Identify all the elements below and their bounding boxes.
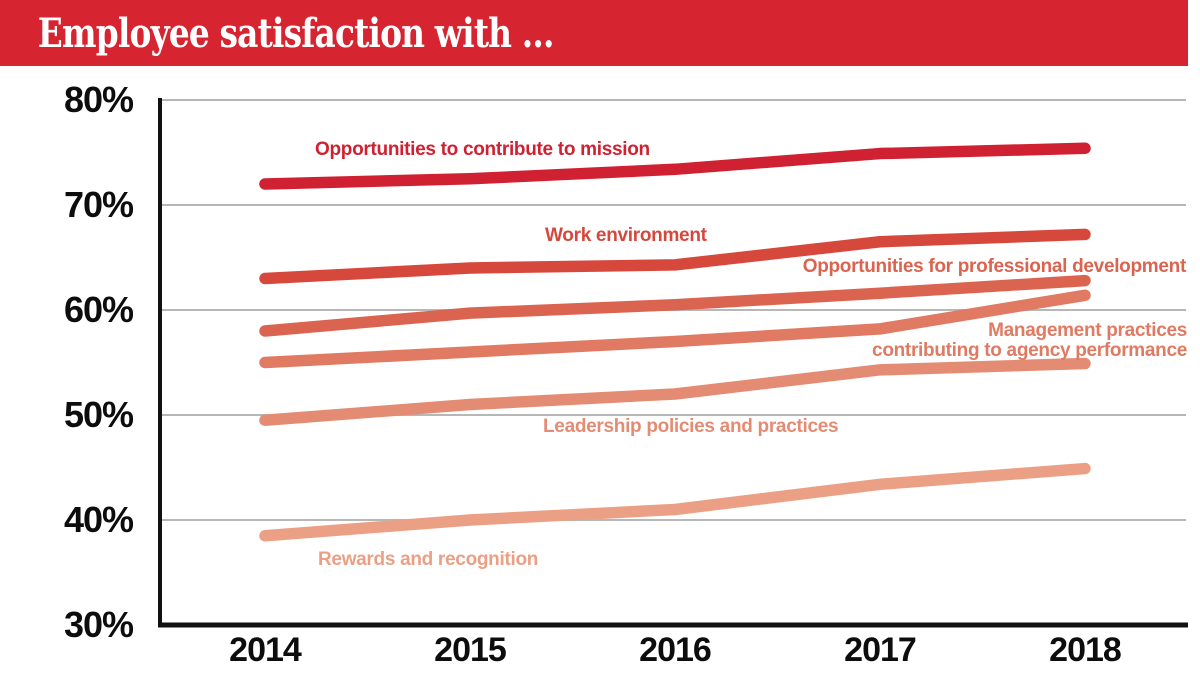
series-line-2 bbox=[259, 274, 1091, 337]
x-tick-label-2017: 2017 bbox=[844, 631, 916, 669]
y-tick-label-60: 60% bbox=[64, 289, 134, 330]
series-label-0: Opportunities to contribute to mission bbox=[315, 139, 650, 160]
x-tick-label-2014: 2014 bbox=[229, 631, 302, 669]
series-line-4 bbox=[259, 357, 1091, 426]
x-tick-label-2016: 2016 bbox=[639, 631, 711, 669]
series-label-3-line1: Management practices bbox=[988, 320, 1187, 341]
series-label-4: Leadership policies and practices bbox=[543, 416, 838, 437]
y-tick-label-30: 30% bbox=[64, 604, 134, 645]
y-tick-label-50: 50% bbox=[64, 394, 134, 435]
y-tick-label-70: 70% bbox=[64, 184, 134, 225]
y-tick-label-40: 40% bbox=[64, 499, 134, 540]
series-label-5: Rewards and recognition bbox=[318, 549, 538, 570]
series-line-3 bbox=[259, 289, 1091, 369]
page-title: Employee satisfaction with ... bbox=[37, 9, 555, 57]
series-label-3-line2: contributing to agency performance bbox=[872, 340, 1187, 361]
series-line-0 bbox=[259, 142, 1091, 190]
x-tick-label-2018: 2018 bbox=[1049, 631, 1121, 669]
series-line-5 bbox=[259, 462, 1091, 542]
series-label-1: Work environment bbox=[545, 225, 708, 246]
x-tick-label-2015: 2015 bbox=[434, 631, 506, 669]
header-banner: Employee satisfaction with ... bbox=[0, 0, 1188, 66]
y-tick-label-80: 80% bbox=[64, 79, 134, 120]
series-line-1 bbox=[259, 228, 1091, 285]
series-label-2: Opportunities for professional developme… bbox=[803, 256, 1187, 277]
